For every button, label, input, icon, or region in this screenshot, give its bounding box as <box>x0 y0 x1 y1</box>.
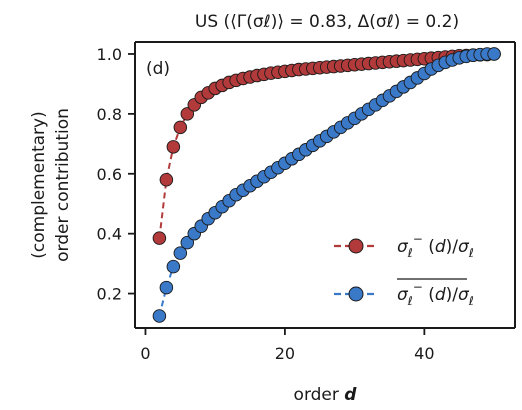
axes <box>134 41 516 329</box>
data-point-series-1 <box>180 235 195 250</box>
data-point-series-1 <box>159 280 174 295</box>
x-tick-label: 20 <box>275 344 295 363</box>
series-layer <box>152 47 501 323</box>
y-tick-label: 0.4 <box>97 225 122 244</box>
data-point-series-1 <box>166 259 181 274</box>
data-point-series-0 <box>180 107 195 121</box>
legend-marker-red <box>348 238 364 254</box>
legend-label-blue: σℓ− (d)/σℓ <box>397 280 474 308</box>
data-point-series-0 <box>166 140 181 154</box>
y-axis-label-line2: order contribution <box>53 108 73 262</box>
y-tick-label: 1.0 <box>97 45 122 64</box>
ticks: 0 20 40 0.2 0.4 0.6 0.8 1.0 <box>97 45 435 363</box>
x-tick-label: 0 <box>140 344 150 363</box>
y-tick-label: 0.6 <box>97 165 122 184</box>
x-axis-label: order d <box>294 385 358 405</box>
data-point-series-1 <box>152 309 167 323</box>
data-point-series-1 <box>173 246 188 260</box>
y-axis-label-line1: (complementary) <box>29 111 49 258</box>
panel-label: (d) <box>146 59 170 79</box>
chart-title: US (⟨Γ(σℓ)⟩ = 0.83, Δ(σℓ) = 0.2) <box>195 12 459 32</box>
y-tick-label: 0.8 <box>97 105 122 124</box>
legend-marker-blue <box>348 286 364 302</box>
data-point-series-0 <box>159 173 174 187</box>
y-axis-label: (complementary) <box>29 111 49 258</box>
legend-label-red: σℓ− (d)/σℓ <box>397 232 474 260</box>
legend: σℓ− (d)/σℓ σℓ− (d)/σℓ <box>334 232 474 308</box>
x-axis-label-var: d <box>344 385 357 405</box>
x-axis-label-text: order <box>294 385 345 405</box>
data-point-series-0 <box>173 120 188 135</box>
y-axis-label-2: order contribution <box>53 108 73 262</box>
data-point-series-0 <box>152 231 167 245</box>
data-point-series-1 <box>487 47 501 61</box>
y-tick-label: 0.2 <box>97 285 122 304</box>
x-tick-label: 40 <box>414 344 434 363</box>
